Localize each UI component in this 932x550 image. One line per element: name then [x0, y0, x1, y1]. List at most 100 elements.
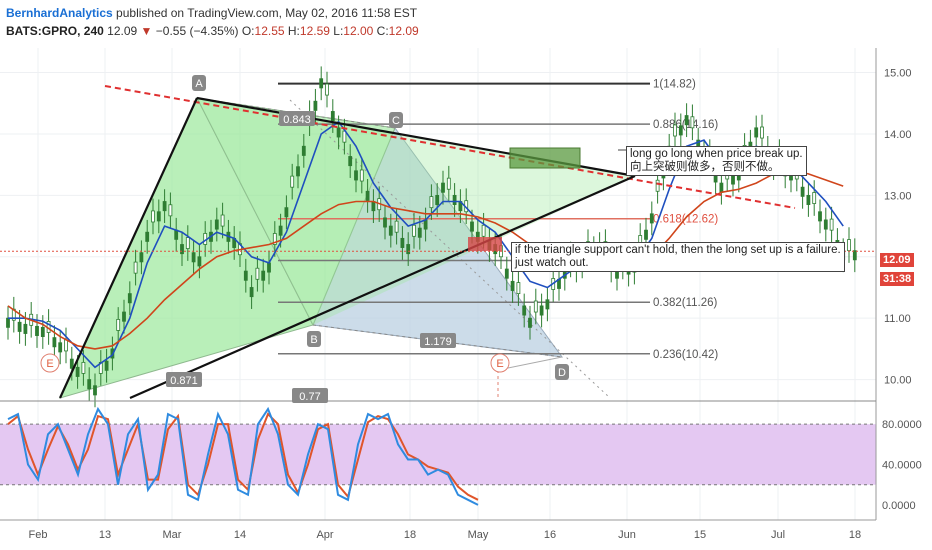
chart-header: BernhardAnalytics published on TradingVi…	[0, 0, 932, 44]
countdown-tag: 31:38	[880, 272, 915, 286]
candle-body	[319, 78, 324, 89]
candle-body	[365, 190, 370, 201]
candle-body	[452, 194, 457, 205]
candle-body	[139, 252, 144, 263]
candle-body	[812, 192, 817, 204]
candle-body	[644, 229, 648, 240]
xa-line	[58, 97, 199, 399]
y-tick-label: 15.00	[884, 68, 912, 80]
candle-body	[81, 361, 86, 374]
point-e-bg	[40, 353, 60, 373]
candle-body	[145, 231, 150, 242]
candle-body	[87, 379, 92, 390]
x-tick-label: Jul	[771, 529, 785, 541]
candle-body	[754, 127, 759, 138]
ratio-ad-bg	[166, 372, 202, 387]
stoch-k-line	[7, 406, 479, 506]
candle-body	[325, 83, 329, 96]
candle-body	[684, 115, 689, 126]
candle-body	[348, 156, 353, 167]
candle-body	[185, 237, 190, 249]
ratio-low-label: 0.77	[299, 391, 320, 403]
stochastic-pane	[0, 406, 876, 506]
candle-body	[249, 287, 254, 298]
point-e-label: E	[46, 358, 53, 370]
ratio-bd-bg	[420, 333, 456, 348]
candle-body	[678, 125, 683, 136]
ratio-low-bg	[292, 388, 328, 403]
fib-label: 0.236(10.42)	[653, 349, 718, 361]
candle-body	[446, 177, 451, 190]
x-tick-label: 13	[99, 529, 111, 541]
candle-body	[829, 218, 834, 231]
x-tick-label: Feb	[29, 529, 48, 541]
candle-body	[75, 366, 80, 377]
stoch-band	[0, 424, 876, 485]
y-tick-label: 11.00	[884, 313, 911, 325]
fib-label: 0.618(12.62)	[653, 214, 718, 226]
x-tick-label: Apr	[316, 529, 333, 541]
candle-body	[278, 225, 283, 236]
candle-body	[823, 219, 828, 230]
candle-body	[243, 270, 248, 281]
candle-body	[336, 127, 341, 138]
candle-body	[406, 244, 411, 255]
last-price: 12.09	[107, 24, 138, 38]
warning-annotation-text: if the triangle support can't hold, then…	[515, 244, 841, 256]
candle-body	[673, 124, 677, 137]
last-price-tag: 12.09	[880, 253, 914, 267]
published-text: published on TradingView.com, May 02, 20…	[116, 6, 418, 20]
ohlc-line: BATS:GPRO, 240 12.09 ▼ −0.55 (−4.35%) O:…	[6, 24, 419, 38]
candle-body	[180, 244, 184, 255]
y-tick-label: 13.00	[884, 190, 912, 202]
publish-line: BernhardAnalytics published on TradingVi…	[6, 6, 417, 20]
candle-body	[284, 207, 289, 218]
candle-body	[116, 319, 121, 331]
candle-body	[6, 317, 10, 328]
point-d-label-bg	[555, 364, 569, 380]
x-tick-label: Mar	[163, 529, 182, 541]
candle-body	[354, 170, 358, 181]
candle-body	[528, 317, 532, 328]
fib-label: 1(14.82)	[653, 79, 696, 91]
close-value: 12.09	[388, 24, 419, 38]
candle-body	[220, 214, 225, 227]
candle-body	[52, 337, 57, 348]
candle-body	[516, 282, 521, 295]
candle-body	[510, 280, 515, 291]
candle-body	[731, 174, 735, 185]
symbol-label[interactable]: BATS:GPRO, 240	[6, 24, 104, 38]
candle-body	[104, 360, 109, 371]
candle-body	[481, 224, 486, 237]
candle-body	[852, 250, 857, 261]
trend-lines: A B C D E E 0.843 1.179 0.871 0.77	[0, 75, 876, 403]
candle-body	[504, 268, 509, 279]
x-tick-label: 18	[404, 529, 416, 541]
close-label: C:	[376, 24, 389, 38]
candle-body	[435, 194, 440, 205]
ratio-ab-bg	[279, 111, 315, 126]
change-arrow-icon: ▼	[140, 24, 153, 38]
author-link[interactable]: BernhardAnalytics	[6, 6, 113, 20]
ratio-ad-label: 0.871	[170, 375, 198, 387]
stoch-tick-label: 80.0000	[882, 419, 922, 431]
point-b-label-bg	[307, 331, 321, 347]
candle-body	[168, 204, 173, 217]
candle-body	[272, 233, 277, 245]
change-value: −0.55 (−4.35%)	[155, 24, 239, 38]
candle-body	[760, 126, 764, 139]
candle-body	[423, 219, 428, 230]
candle-body	[197, 256, 202, 267]
triangle-lower-line	[129, 174, 636, 400]
candle-body	[290, 175, 295, 188]
candle-body	[470, 221, 474, 232]
long-annotation: long go long when price break up. 向上突破则做…	[626, 146, 807, 176]
candle-body	[412, 224, 416, 237]
candle-body	[417, 227, 422, 238]
candle-body	[649, 213, 654, 224]
point-c-label-bg	[389, 112, 403, 128]
candle-body	[296, 166, 300, 177]
candle-body	[359, 169, 364, 182]
point-c-label: C	[392, 115, 400, 127]
low-value: 12.00	[343, 24, 374, 38]
